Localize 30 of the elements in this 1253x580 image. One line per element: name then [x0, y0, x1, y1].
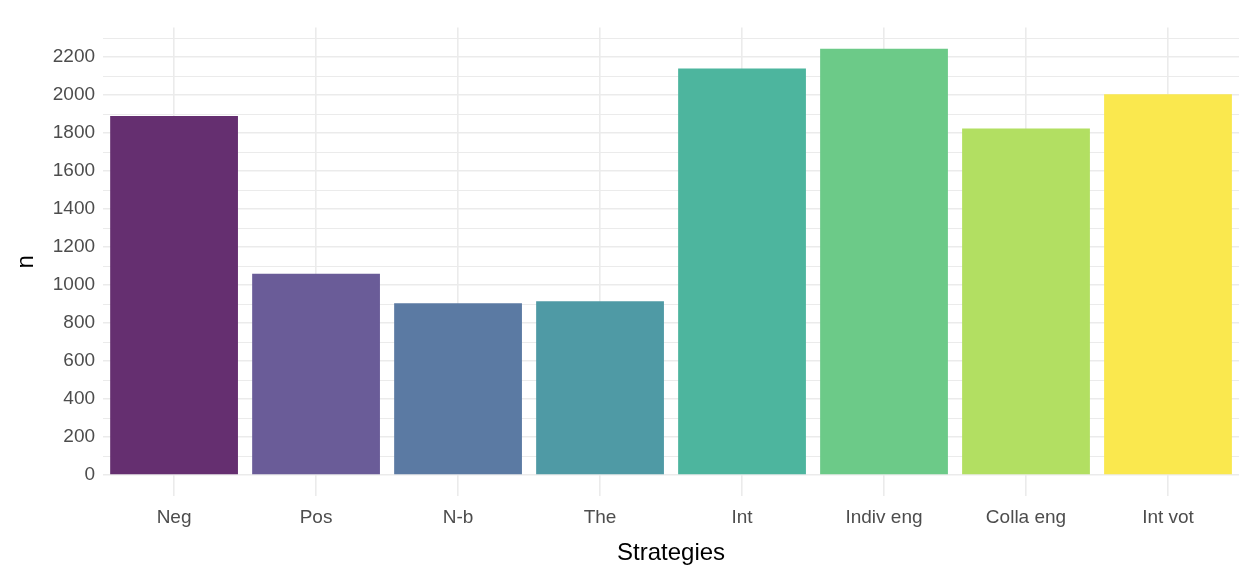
- y-tick-label: 200: [63, 425, 96, 447]
- x-tick-label: N-b: [442, 506, 474, 528]
- x-tick-label: Indiv eng: [845, 506, 923, 528]
- bar: [394, 303, 522, 475]
- y-tick-label: 600: [63, 349, 96, 371]
- y-tick-label: 1400: [52, 197, 96, 219]
- x-tick-label: Neg: [156, 506, 192, 528]
- y-tick-label: 1800: [52, 121, 96, 143]
- y-tick-label: 2200: [52, 45, 96, 67]
- bar: [678, 68, 806, 475]
- bar: [820, 48, 948, 475]
- x-tick-label: Pos: [299, 506, 333, 528]
- y-tick-label: 2000: [52, 83, 96, 105]
- bar: [536, 301, 664, 475]
- y-tick-label: 400: [63, 387, 96, 409]
- bar: [252, 273, 380, 475]
- x-tick-label: Int vot: [1142, 506, 1195, 528]
- y-tick-label: 0: [84, 463, 96, 485]
- x-axis-title: Strategies: [617, 538, 726, 566]
- y-axis-title: n: [11, 255, 39, 269]
- bar: [962, 128, 1090, 475]
- y-tick-label: 1000: [52, 273, 96, 295]
- y-tick-label: 1200: [52, 235, 96, 257]
- y-tick-label: 1600: [52, 159, 96, 181]
- x-tick-label: Colla eng: [985, 506, 1067, 528]
- x-tick-label: Int: [731, 506, 754, 528]
- x-tick-label: The: [583, 506, 617, 528]
- y-tick-label: 800: [63, 311, 96, 333]
- bar: [1104, 94, 1232, 475]
- bar: [110, 116, 238, 475]
